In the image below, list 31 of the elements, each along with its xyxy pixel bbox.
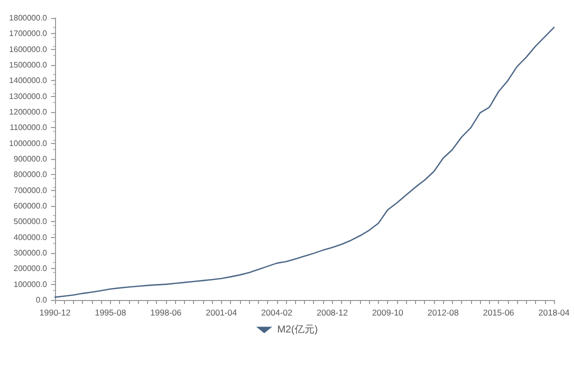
- y-tick-label: 800000.0: [14, 170, 48, 180]
- y-tick-label: 1600000.0: [9, 44, 48, 54]
- y-tick-label: 1000000.0: [9, 138, 48, 148]
- x-tick-label: 1990-12: [39, 308, 71, 318]
- y-tick-label: 200000.0: [14, 264, 48, 274]
- y-tick-label: 700000.0: [14, 186, 48, 195]
- x-tick-label: 1995-08: [94, 308, 126, 318]
- y-tick-label: 1200000.0: [9, 108, 48, 116]
- y-tick-label: 400000.0: [14, 232, 48, 242]
- y-tick-label: 1300000.0: [9, 92, 48, 101]
- y-tick-label: 1500000.0: [9, 60, 48, 70]
- x-tick-label: 1998-06: [150, 308, 182, 318]
- y-tick-label: 100000.0: [14, 280, 48, 289]
- x-tick-label: 2004-02: [261, 308, 293, 318]
- y-tick-label: 1800000.0: [9, 14, 48, 22]
- y-tick-label: 1400000.0: [9, 76, 48, 86]
- legend-label: M2(亿元): [277, 324, 318, 336]
- x-tick-label: 2015-06: [482, 308, 514, 318]
- y-tick-label: 500000.0: [14, 217, 48, 226]
- y-tick-label: 1700000.0: [9, 29, 48, 38]
- x-tick-label: 2018-04: [538, 308, 570, 318]
- y-tick-label: 900000.0: [14, 154, 48, 164]
- x-tick-label: 2008-12: [316, 308, 348, 318]
- x-tick-label: 2012-08: [428, 308, 459, 318]
- y-tick-label: 1100000.0: [10, 123, 48, 132]
- y-tick-label: 300000.0: [14, 248, 48, 258]
- x-tick-label: 2001-04: [206, 308, 238, 318]
- y-tick-label: 600000.0: [14, 202, 48, 210]
- line-series: [54, 26, 555, 298]
- y-tick-label: 0.0: [36, 296, 48, 304]
- x-tick-label: 2009-10: [372, 308, 404, 318]
